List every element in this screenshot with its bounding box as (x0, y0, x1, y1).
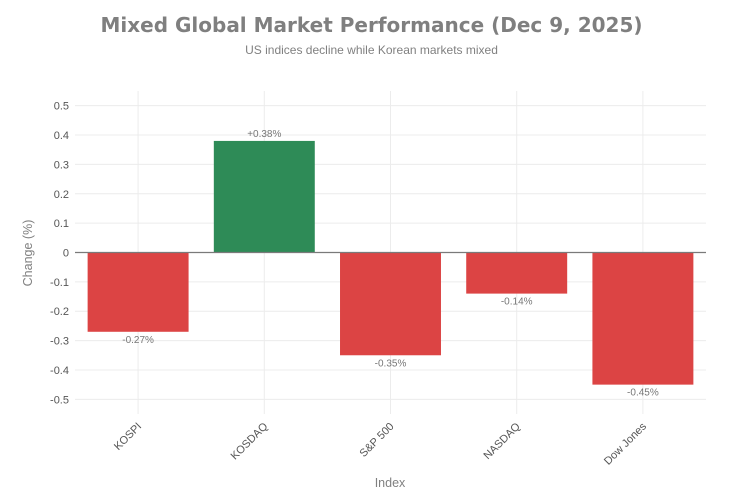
x-tick-label: NASDAQ (481, 420, 523, 462)
y-tick-label: 0 (63, 248, 69, 260)
bar-dow-jones[interactable] (592, 252, 694, 385)
y-tick-label: -0.2 (50, 306, 69, 318)
chart-title: Mixed Global Market Performance (Dec 9, … (100, 13, 642, 37)
data-labels: -0.27% +0.38% -0.35% -0.14% -0.45% (122, 129, 659, 399)
x-axis-ticks: KOSPI KOSDAQ S&P 500 NASDAQ Dow Jones (112, 420, 649, 467)
y-tick-label: 0.3 (54, 159, 69, 171)
bar-nasdaq[interactable] (466, 252, 568, 294)
data-label: -0.45% (627, 388, 659, 399)
x-tick-label: KOSPI (112, 421, 144, 453)
y-tick-label: 0.4 (54, 130, 69, 142)
bars (87, 140, 694, 385)
chart-subtitle: US indices decline while Korean markets … (245, 43, 498, 57)
bar-kospi[interactable] (87, 252, 189, 332)
y-tick-label: 0.5 (54, 101, 69, 113)
data-label: -0.27% (122, 335, 154, 346)
y-axis-title: Change (%) (21, 220, 35, 287)
data-label: -0.35% (375, 358, 407, 369)
data-label: +0.38% (247, 129, 281, 140)
x-tick-label: S&P 500 (358, 421, 397, 460)
y-tick-label: -0.5 (50, 394, 69, 406)
x-tick-label: Dow Jones (602, 420, 649, 467)
y-tick-label: -0.4 (50, 365, 69, 377)
bar-s-p-500[interactable] (340, 252, 441, 356)
x-axis-title: Index (375, 476, 406, 490)
y-tick-label: -0.1 (50, 277, 69, 289)
data-label: -0.14% (501, 297, 533, 308)
y-axis-ticks: 0.5 0.4 0.3 0.2 0.1 0 -0.1 -0.2 -0.3 -0.4 -0.5 (50, 101, 69, 407)
y-tick-label: -0.3 (50, 336, 69, 348)
bar-kosdaq[interactable] (213, 140, 315, 253)
y-tick-label: 0.1 (54, 218, 69, 230)
y-tick-label: 0.2 (54, 189, 69, 201)
x-tick-label: KOSDAQ (229, 420, 271, 462)
